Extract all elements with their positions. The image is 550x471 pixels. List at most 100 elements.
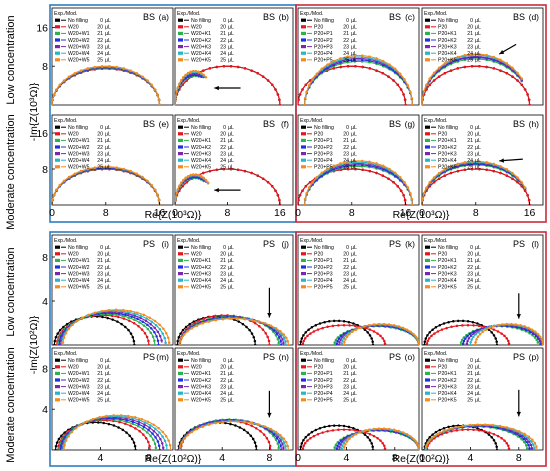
legend-name: W20+K5 [191,398,211,404]
legend-swatch [301,285,306,289]
series-point [492,67,496,70]
series-point [195,427,199,431]
legend-name: No filling [68,125,88,131]
series-point [425,186,428,189]
legend-swatch [425,158,430,162]
series-point [470,160,474,163]
legend-unit: µL [228,258,234,264]
panel-letter: (b) [279,12,290,22]
series-point [331,429,335,432]
series-point [371,445,374,448]
series-point [133,314,136,317]
series-point [192,69,195,73]
series-point [73,172,77,176]
legend-swatch [301,138,306,142]
series-point [101,315,104,319]
series-point [466,320,470,323]
series-point [186,174,190,178]
y-tick-label: 8 [42,61,48,73]
series-point [271,185,274,188]
legend-name: P20 [438,365,447,371]
series-point [178,343,181,345]
series-point [182,76,185,79]
panel-letter: (k) [405,239,415,249]
series-point [437,75,441,78]
series-point [202,176,205,180]
legend-swatch [425,18,430,22]
series-point [523,440,526,444]
series-point [298,98,300,101]
series-point [137,422,140,426]
series-point [276,337,280,341]
legend-unit: µL [105,125,111,131]
series-point [264,331,267,335]
legend-name: W20+W2 [68,38,90,44]
series-point [129,332,133,335]
legend-name: P20+K4 [438,278,457,284]
series-point [222,65,226,68]
legend-unit: µL [351,252,357,258]
legend-volume: 21 [467,258,473,264]
legend-name: P20+P3 [314,151,333,157]
legend-name: P20 [438,132,447,138]
legend-name: P20+K4 [438,158,457,164]
series-point [377,322,381,326]
series-point [312,330,316,333]
series-point [62,448,66,450]
panel-tag: PS [389,239,401,249]
series-point [149,331,153,334]
legend-swatch [425,252,430,256]
series-point [499,58,502,62]
legend-unit: µL [105,285,111,291]
series-point [158,334,162,338]
series-point [267,339,271,343]
series-point [392,324,396,327]
series-point [492,328,496,331]
series-point [194,69,198,73]
series-point [242,428,246,432]
series-point [186,433,189,437]
series-point [527,443,530,447]
series-point [197,319,200,322]
legend-swatch [178,371,183,375]
legend-name: W20+W1 [68,138,90,144]
series-point [498,424,502,428]
legend-volume: 20 [467,365,473,371]
series-point [520,77,523,80]
series-point [468,423,472,427]
legend-name: P20+K1 [438,138,457,144]
series-point [442,430,445,433]
series-point [402,93,405,96]
series-point [134,448,137,450]
x-tick-label: 16 [274,207,286,219]
series-point [108,165,111,169]
series-point [483,430,486,433]
legend-unit: µL [105,31,111,37]
series-point [328,424,331,428]
legend-volume: 25 [467,58,473,64]
series-point [221,317,225,321]
series-point [307,433,310,436]
series-point [492,334,496,337]
x-tick-label: 0 [295,452,301,464]
series-point [56,448,60,450]
series-point [352,427,355,430]
series-point [496,324,500,327]
series-point [129,424,132,428]
legend-swatch [55,371,60,375]
series-point [511,171,514,175]
legend-swatch [55,18,60,22]
series-point [114,308,118,312]
series-point [443,72,447,75]
legend-name: W20 [191,252,202,258]
legend-unit: µL [105,358,111,364]
series-point [352,322,355,325]
series-point [505,441,508,445]
series-point [157,343,160,345]
legend-swatch [178,398,183,402]
series-point [243,317,247,321]
legend-swatch [301,272,306,276]
